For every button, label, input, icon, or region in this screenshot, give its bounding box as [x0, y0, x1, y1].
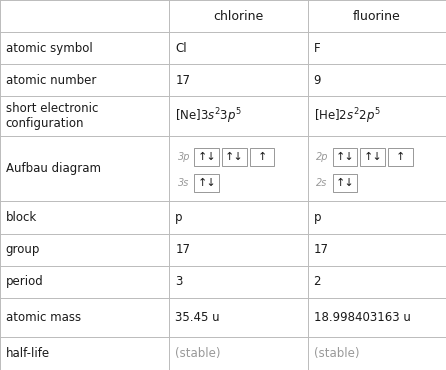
Text: 2s: 2s	[316, 178, 327, 188]
Text: p: p	[314, 211, 321, 224]
Text: block: block	[6, 211, 37, 224]
Text: (stable): (stable)	[175, 347, 221, 360]
Text: ↑↓: ↑↓	[335, 178, 355, 188]
Text: half-life: half-life	[6, 347, 50, 360]
Text: group: group	[6, 243, 40, 256]
Text: ↑↓: ↑↓	[363, 152, 382, 162]
Text: Aufbau diagram: Aufbau diagram	[6, 162, 101, 175]
Text: 18.998403163 u: 18.998403163 u	[314, 311, 410, 324]
Text: ↑: ↑	[396, 152, 405, 162]
Bar	[194, 174, 219, 192]
Text: ↑↓: ↑↓	[197, 178, 216, 188]
Bar	[388, 148, 413, 165]
Text: period: period	[6, 275, 44, 288]
Text: 17: 17	[175, 74, 190, 87]
Text: 35.45 u: 35.45 u	[175, 311, 220, 324]
Text: 2: 2	[314, 275, 321, 288]
Text: F: F	[314, 42, 320, 55]
Text: 3: 3	[175, 275, 183, 288]
Text: 3s: 3s	[178, 178, 189, 188]
Text: short electronic
configuration: short electronic configuration	[6, 102, 98, 130]
Text: 3p: 3p	[178, 152, 190, 162]
Text: chlorine: chlorine	[214, 10, 264, 23]
Text: atomic symbol: atomic symbol	[6, 42, 93, 55]
Text: atomic number: atomic number	[6, 74, 96, 87]
Bar	[333, 148, 357, 165]
Bar	[194, 148, 219, 165]
Text: 17: 17	[314, 243, 329, 256]
Text: 9: 9	[314, 74, 321, 87]
Text: (stable): (stable)	[314, 347, 359, 360]
Text: 2p: 2p	[316, 152, 328, 162]
Text: [He]2$s^2$2$p^5$: [He]2$s^2$2$p^5$	[314, 106, 380, 126]
Text: atomic mass: atomic mass	[6, 311, 81, 324]
Bar	[333, 174, 357, 192]
Bar	[250, 148, 274, 165]
Text: Cl: Cl	[175, 42, 187, 55]
Text: ↑: ↑	[257, 152, 267, 162]
Text: ↑↓: ↑↓	[225, 152, 244, 162]
Bar	[222, 148, 247, 165]
Text: ↑↓: ↑↓	[197, 152, 216, 162]
Bar	[360, 148, 385, 165]
Text: p: p	[175, 211, 183, 224]
Text: ↑↓: ↑↓	[335, 152, 355, 162]
Text: 17: 17	[175, 243, 190, 256]
Text: fluorine: fluorine	[353, 10, 401, 23]
Text: [Ne]3$s^2$3$p^5$: [Ne]3$s^2$3$p^5$	[175, 106, 242, 126]
